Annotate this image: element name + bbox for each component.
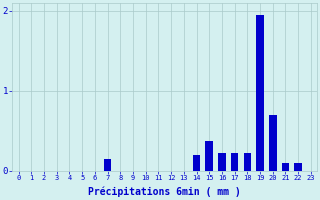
Bar: [244, 153, 251, 171]
X-axis label: Précipitations 6min ( mm ): Précipitations 6min ( mm ): [88, 187, 241, 197]
Bar: [193, 155, 200, 171]
Bar: [294, 163, 302, 171]
Bar: [104, 159, 111, 171]
Bar: [256, 15, 264, 171]
Bar: [282, 163, 289, 171]
Bar: [231, 153, 238, 171]
Bar: [218, 153, 226, 171]
Bar: [269, 115, 276, 171]
Bar: [205, 141, 213, 171]
